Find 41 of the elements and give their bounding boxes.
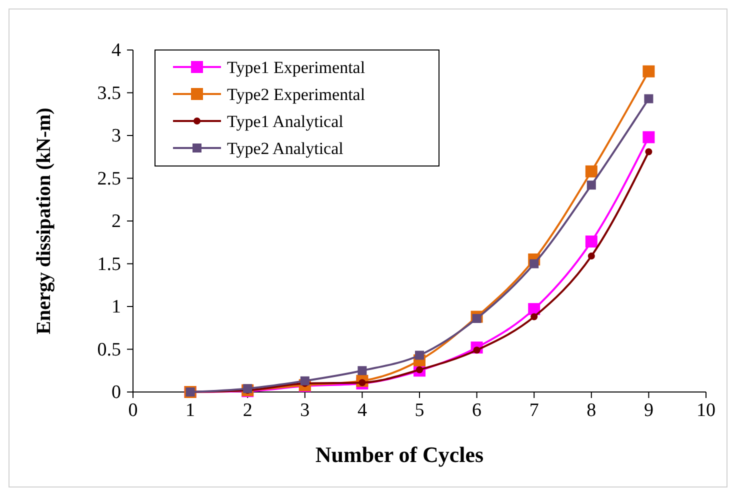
y-tick-label: 4 (112, 40, 122, 61)
point (243, 384, 252, 394)
x-tick-label: 2 (242, 400, 252, 421)
x-tick-label: 10 (696, 400, 716, 421)
point (642, 65, 655, 78)
x-tick-label: 9 (644, 400, 654, 421)
point (644, 94, 654, 104)
point (585, 236, 598, 248)
point (530, 259, 539, 268)
y-tick-label: 2.5 (97, 168, 121, 190)
y-tick-label: 0.5 (97, 339, 121, 360)
y-tick-label: 2 (112, 211, 121, 232)
y-tick-label: 3.5 (97, 82, 121, 104)
y-tick-label: 0 (112, 382, 121, 403)
point (586, 180, 596, 190)
point (300, 376, 310, 386)
point (645, 148, 652, 156)
legend-label: Type1 Experimental (227, 58, 366, 77)
x-tick-label: 8 (586, 400, 596, 421)
y-tick-label: 1 (112, 296, 121, 318)
point (358, 366, 367, 376)
y-tick-label: 1.5 (97, 254, 121, 275)
point (472, 314, 482, 323)
x-tick-label: 7 (529, 400, 539, 421)
y-axis-title: Energy dissipation (kN-m) (33, 108, 55, 334)
y-tick-label: 3 (112, 126, 121, 146)
x-tick-label: 1 (186, 400, 196, 421)
x-tick-label: 5 (414, 400, 424, 421)
point (530, 313, 538, 320)
legend-label: Type1 Analytical (227, 112, 344, 131)
point (585, 165, 598, 178)
x-tick-label: 0 (128, 400, 138, 421)
x-tick-label: 3 (300, 400, 310, 421)
legend-label: Type2 Analytical (227, 139, 344, 158)
point (642, 131, 655, 144)
x-tick-label: 6 (472, 400, 482, 421)
x-tick-label: 4 (357, 400, 368, 421)
legend-label: Type2 Experimental (227, 85, 366, 104)
point (588, 252, 595, 260)
x-axis-title: Number of Cycles (315, 442, 484, 467)
point (415, 350, 424, 360)
